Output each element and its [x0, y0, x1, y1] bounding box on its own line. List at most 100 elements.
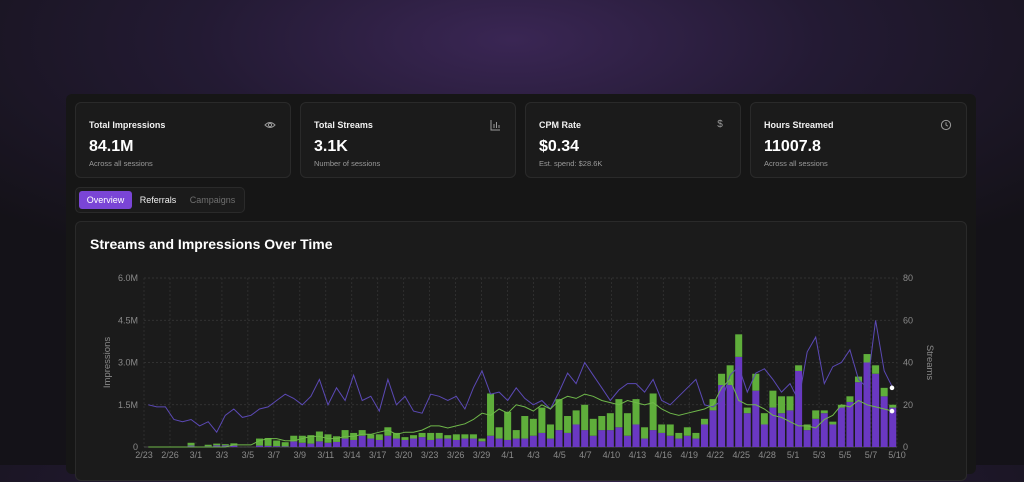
- stat-subtitle: Across all sessions: [89, 159, 153, 168]
- x-tick-label: 3/7: [268, 450, 281, 460]
- x-tick-label: 4/16: [655, 450, 673, 460]
- bar-impressions-a: [658, 432, 666, 447]
- line-end-marker: [889, 408, 895, 414]
- bar-impressions-b: [675, 432, 683, 439]
- bar-impressions-a: [444, 438, 452, 447]
- bar-impressions-a: [606, 430, 614, 447]
- bar-impressions-a: [777, 413, 785, 447]
- x-tick-label: 3/5: [242, 450, 255, 460]
- x-tick-label: 2/23: [135, 450, 153, 460]
- bar-impressions-b: [410, 435, 418, 439]
- bar-impressions-b: [581, 404, 589, 431]
- bar-impressions-a: [837, 407, 845, 447]
- bar-impressions-a: [786, 410, 794, 447]
- bar-impressions-a: [281, 446, 289, 447]
- bar-impressions-b: [264, 437, 272, 446]
- bar-impressions-b: [598, 416, 606, 431]
- bar-impressions-b: [743, 407, 751, 414]
- bar-impressions-a: [230, 445, 238, 447]
- bar-impressions-a: [743, 413, 751, 447]
- y2-tick-label: 60: [903, 315, 913, 325]
- bar-impressions-a: [555, 430, 563, 447]
- tab-bar: Overview Referrals Campaigns: [75, 187, 245, 213]
- x-tick-label: 5/3: [813, 450, 826, 460]
- bar-impressions-a: [392, 438, 400, 447]
- y2-tick-label: 80: [903, 273, 913, 283]
- bar-impressions-a: [735, 356, 743, 447]
- bar-impressions-a: [546, 438, 554, 447]
- x-tick-label: 3/20: [395, 450, 413, 460]
- tab-referrals[interactable]: Referrals: [139, 195, 177, 205]
- tab-campaigns[interactable]: Campaigns: [189, 195, 236, 205]
- x-tick-label: 5/5: [839, 450, 852, 460]
- bar-impressions-b: [606, 413, 614, 431]
- bar-impressions-b: [572, 410, 580, 425]
- x-tick-label: 4/5: [553, 450, 566, 460]
- bar-impressions-b: [529, 418, 537, 436]
- bar-impressions-b: [435, 432, 443, 439]
- bar-impressions-b: [658, 424, 666, 433]
- bar-impressions-b: [700, 418, 708, 425]
- bar-impressions-b: [452, 434, 460, 440]
- bar-impressions-b: [589, 418, 597, 436]
- bar-impressions-a: [846, 401, 854, 447]
- bar-impressions-a: [521, 438, 529, 447]
- streams-impressions-chart: 0 1.5M 3.0M 4.5M 6.0M 0 20 40 60 80 2/23 2/26 3/1 3/3…: [102, 273, 935, 460]
- bar-impressions-b: [341, 430, 349, 439]
- stat-subtitle: Number of sessions: [314, 159, 381, 168]
- bar-impressions-b: [469, 434, 477, 439]
- bar-impressions-a: [803, 430, 811, 447]
- clock-icon: [940, 119, 952, 131]
- bar-impressions-b: [273, 440, 281, 447]
- bar-impressions-b: [769, 390, 777, 408]
- x-tick-label: 3/17: [369, 450, 387, 460]
- stat-card-hours: Hours Streamed 11007.8 Across all sessio…: [750, 102, 967, 178]
- x-tick-label: 4/25: [732, 450, 750, 460]
- bar-impressions-a: [504, 439, 512, 447]
- bar-impressions-a: [187, 445, 195, 447]
- bar-impressions-b: [444, 435, 452, 439]
- bar-impressions-a: [752, 390, 760, 447]
- bar-impressions-a: [384, 435, 392, 447]
- bar-impressions-a: [769, 407, 777, 447]
- stat-card-impressions: Total Impressions 84.1M Across all sessi…: [75, 102, 291, 178]
- x-tick-label: 5/1: [787, 450, 800, 460]
- x-tick-label: 2/26: [161, 450, 179, 460]
- bar-impressions-b: [692, 432, 700, 439]
- x-tick-label: 3/1: [190, 450, 203, 460]
- bar-impressions-b: [649, 393, 657, 431]
- bar-impressions-b: [487, 393, 495, 436]
- bar-impressions-b: [880, 387, 888, 397]
- y2-tick-label: 0: [903, 442, 908, 452]
- y-axis-title: Impressions: [102, 337, 113, 388]
- x-tick-label: 3/9: [294, 450, 307, 460]
- bar-impressions-a: [435, 438, 443, 447]
- x-tick-label: 4/7: [579, 450, 592, 460]
- bar-impressions-a: [718, 385, 726, 447]
- tab-overview[interactable]: Overview: [79, 191, 132, 209]
- stat-card-streams: Total Streams 3.1K Number of sessions: [300, 102, 516, 178]
- bar-impressions-b: [521, 416, 529, 439]
- bar-impressions-a: [290, 441, 298, 447]
- bar-impressions-a: [829, 424, 837, 447]
- y-tick-label: 0: [133, 442, 138, 452]
- bar-impressions-a: [341, 438, 349, 447]
- bar-impressions-a: [538, 432, 546, 447]
- bar-impressions-a: [880, 396, 888, 447]
- bar-impressions-a: [820, 413, 828, 447]
- bar-impressions-b: [512, 430, 520, 439]
- x-tick-label: 3/11: [317, 450, 334, 460]
- bar-impressions-a: [760, 424, 768, 447]
- bar-impressions-b: [461, 434, 469, 439]
- bar-impressions-a: [641, 438, 649, 447]
- y-tick-label: 3.0M: [118, 358, 138, 368]
- stat-value: $0.34: [539, 138, 580, 155]
- bar-impressions-a: [418, 437, 426, 447]
- bar-impressions-a: [649, 430, 657, 447]
- bar-impressions-b: [735, 334, 743, 357]
- bar-impressions-a: [666, 435, 674, 447]
- x-tick-label: 4/13: [629, 450, 647, 460]
- bar-impressions-b: [820, 410, 828, 414]
- x-tick-label: 4/10: [603, 450, 621, 460]
- bar-impressions-a: [256, 445, 264, 447]
